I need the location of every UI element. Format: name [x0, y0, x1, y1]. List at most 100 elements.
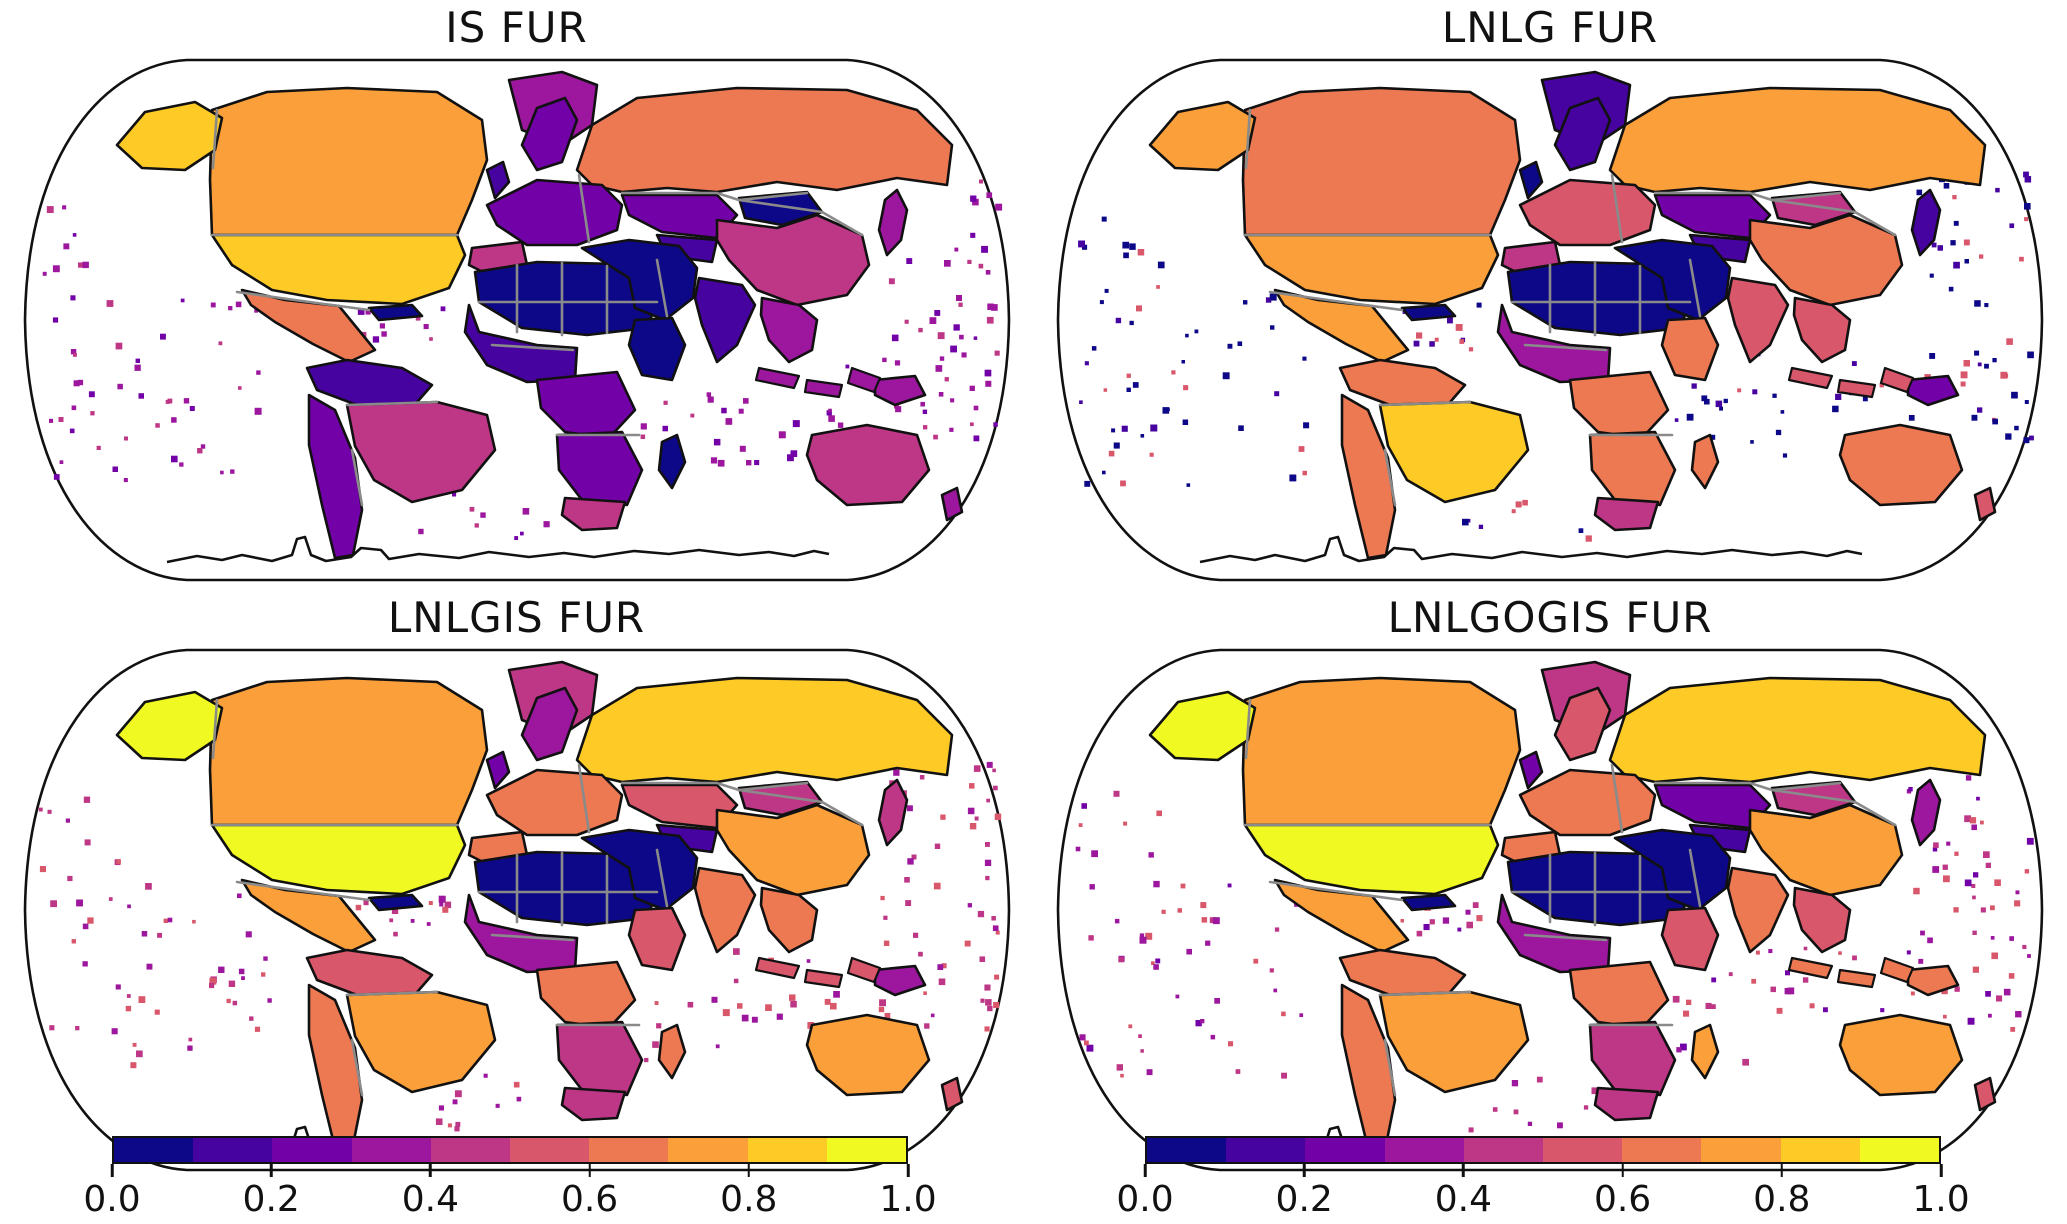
ocean-grid-cell-dot	[707, 396, 714, 403]
ocean-grid-cell-dot	[2027, 351, 2034, 359]
ocean-grid-cell-dot	[426, 922, 431, 926]
ocean-grid-cell-dot	[829, 1002, 837, 1010]
ocean-grid-cell-dot	[159, 333, 166, 340]
ocean-grid-cell-dot	[1457, 927, 1462, 932]
ocean-grid-cell-dot	[1129, 320, 1134, 326]
ocean-grid-cell-dot	[984, 369, 991, 377]
region-uk	[1518, 750, 1544, 790]
ocean-grid-cell-dot	[58, 417, 63, 422]
ocean-grid-cell-dot	[878, 999, 886, 1007]
ocean-grid-cell-dot	[196, 448, 202, 454]
ocean-grid-cell-dot	[1148, 852, 1154, 858]
ocean-grid-cell-dot	[1776, 1007, 1783, 1014]
ocean-grid-cell-dot	[955, 295, 962, 301]
ocean-grid-cell-dot	[1492, 1107, 1498, 1112]
ocean-grid-cell-dot	[106, 300, 113, 307]
ocean-grid-cell-dot	[519, 531, 524, 536]
ocean-grid-cell-dot	[1832, 405, 1839, 413]
ocean-grid-cell-dot	[138, 393, 144, 399]
ocean-grid-cell-dot	[973, 435, 979, 442]
ocean-grid-cell-dot	[883, 940, 889, 946]
map-canvas	[1056, 58, 2044, 582]
ocean-grid-cell-dot	[961, 352, 967, 358]
ocean-grid-cell-dot	[1299, 1013, 1304, 1017]
region-australia	[1838, 423, 1964, 507]
ocean-grid-cell-dot	[827, 408, 832, 413]
region-india	[1726, 866, 1790, 954]
ocean-grid-cell-dot	[1303, 422, 1310, 429]
region-east-africa	[627, 906, 686, 972]
ocean-grid-cell-dot	[1880, 1008, 1885, 1013]
ocean-grid-cell-dot	[1281, 1011, 1286, 1017]
ocean-grid-cell-dot	[116, 383, 123, 390]
ocean-grid-cell-dot	[219, 470, 224, 475]
ocean-grid-cell-dot	[1522, 499, 1528, 506]
colorbar-tick-label: 1.0	[879, 1179, 937, 1220]
ocean-grid-cell-dot	[1171, 370, 1176, 375]
ocean-grid-cell-dot	[790, 450, 797, 457]
ocean-grid-cell-dot	[435, 1118, 442, 1125]
region-south-africa	[1593, 496, 1660, 532]
ocean-grid-cell-dot	[183, 398, 189, 404]
ocean-grid-cell-dot	[1954, 851, 1959, 856]
ocean-grid-cell-dot	[86, 917, 94, 924]
ocean-grid-cell-dot	[235, 301, 241, 308]
ocean-grid-cell-dot	[135, 1050, 143, 1058]
region-canada	[1241, 676, 1522, 827]
ocean-grid-cell-dot	[986, 303, 994, 310]
ocean-grid-cell-dot	[1977, 362, 1982, 367]
ocean-grid-cell-dot	[52, 317, 58, 323]
ocean-grid-cell-dot	[1527, 1121, 1533, 1126]
region-india	[693, 276, 756, 364]
ocean-grid-cell-dot	[1862, 396, 1868, 402]
ocean-grid-cell-dot	[906, 858, 914, 865]
region-new-zealand	[1973, 1076, 1997, 1112]
region-russia	[575, 676, 953, 784]
ocean-grid-cell-dot	[904, 319, 909, 324]
world-map-lnlgogis-fur	[1050, 640, 2050, 1180]
region-scandinavia	[1553, 96, 1612, 172]
ocean-grid-cell-dot	[52, 265, 60, 273]
colorbar-tick-mark	[269, 1164, 273, 1177]
ocean-grid-cell-dot	[894, 360, 900, 366]
colorbar-segment	[1859, 1138, 1940, 1162]
ocean-grid-cell-dot	[1931, 242, 1937, 248]
region-madagascar	[657, 433, 686, 490]
country-border-line	[1244, 108, 1252, 170]
ocean-grid-cell-dot	[884, 1012, 890, 1019]
panel-lnlg-fur: LNLG FUR	[1033, 0, 2067, 590]
ocean-grid-cell-dot	[1113, 790, 1120, 797]
colorbar-tick-mark	[588, 1164, 591, 1177]
ocean-grid-cell-dot	[1770, 986, 1776, 993]
ocean-grid-cell-dot	[1459, 339, 1465, 344]
ocean-grid-cell-dot	[1972, 930, 1977, 935]
ocean-grid-cell-dot	[1089, 884, 1095, 890]
region-southeast-asia	[759, 296, 818, 364]
region-brazil	[1378, 400, 1530, 504]
ocean-grid-cell-dot	[1466, 518, 1471, 523]
region-japan	[877, 188, 908, 257]
ocean-grid-cell-dot	[1423, 924, 1430, 931]
ocean-grid-cell-dot	[1140, 1049, 1144, 1053]
ocean-grid-cell-dot	[1400, 919, 1404, 923]
ocean-grid-cell-dot	[1943, 1014, 1947, 1019]
ocean-grid-cell-dot	[1511, 1080, 1519, 1087]
country-border-line	[620, 781, 808, 792]
ocean-grid-cell-dot	[824, 998, 831, 1005]
ocean-grid-cell-dot	[1963, 239, 1970, 246]
ocean-grid-cell-dot	[1953, 907, 1959, 913]
ocean-grid-cell-dot	[1977, 407, 1983, 413]
region-northern-south-america	[1338, 358, 1467, 410]
ocean-grid-cell-dot	[1591, 1087, 1599, 1095]
ocean-grid-cell-dot	[1913, 887, 1920, 895]
ocean-grid-cell-dot	[1780, 410, 1785, 414]
ocean-grid-cell-dot	[1973, 872, 1979, 878]
colorbar-band	[1145, 1136, 1941, 1164]
ocean-grid-cell-dot	[65, 818, 70, 823]
ocean-grid-cell-dot	[1455, 324, 1463, 331]
ocean-grid-cell-dot	[1195, 1020, 1202, 1027]
ocean-grid-cell-dot	[1974, 300, 1981, 307]
ocean-grid-cell-dot	[77, 262, 83, 268]
ocean-grid-cell-dot	[227, 306, 232, 311]
ocean-grid-cell-dot	[70, 349, 76, 355]
